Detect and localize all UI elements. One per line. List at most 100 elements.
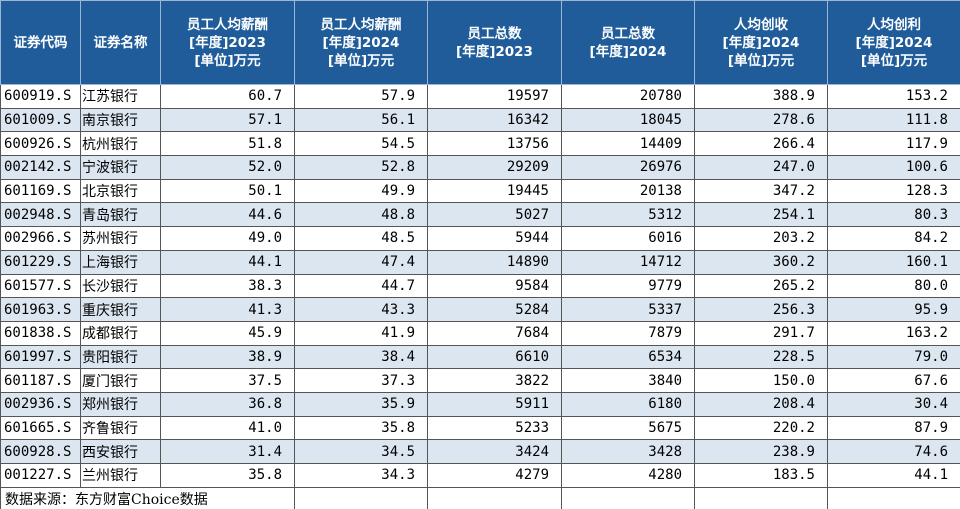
table-row: 002936.S 郑州银行 36.8 35.9 5911 6180 208.4 30.4 bbox=[0, 391, 960, 417]
number-cell: 37.5 bbox=[160, 368, 295, 393]
number-cell: 4279 bbox=[427, 463, 562, 488]
code-cell: 601169.S bbox=[0, 178, 81, 204]
number-cell: 220.2 bbox=[694, 415, 828, 441]
header-line: 员工人均薪酬 bbox=[320, 16, 402, 33]
number-cell: 38.3 bbox=[160, 273, 295, 299]
code-cell: 002936.S bbox=[0, 391, 81, 417]
table-body: 600919.S 江苏银行 60.7 57.9 19597 20780 388.9 153.2… bbox=[0, 84, 960, 509]
number-cell: 3840 bbox=[561, 368, 695, 393]
number-cell: 388.9 bbox=[694, 84, 828, 109]
number-cell: 14890 bbox=[427, 249, 562, 275]
number-cell: 48.8 bbox=[294, 202, 428, 228]
number-cell: 153.2 bbox=[827, 84, 960, 109]
number-cell: 5675 bbox=[561, 415, 695, 441]
code-cell: 600928.S bbox=[0, 439, 81, 464]
number-cell: 9779 bbox=[561, 273, 695, 299]
number-cell: 111.8 bbox=[827, 107, 960, 133]
header-cell: 员工人均薪酬 [年度]2024 [单位]万元 bbox=[294, 0, 428, 85]
table-row: 600919.S 江苏银行 60.7 57.9 19597 20780 388.9 153.2 bbox=[0, 84, 960, 109]
number-cell: 6610 bbox=[427, 344, 562, 370]
header-cell: 人均创收 [年度]2024 [单位]万元 bbox=[694, 0, 828, 85]
number-cell: 52.8 bbox=[294, 155, 428, 180]
code-cell: 002142.S bbox=[0, 155, 81, 180]
number-cell: 20780 bbox=[561, 84, 695, 109]
table-row: 601963.S 重庆银行 41.3 43.3 5284 5337 256.3 95.9 bbox=[0, 297, 960, 322]
number-cell: 48.5 bbox=[294, 226, 428, 251]
number-cell: 291.7 bbox=[694, 320, 828, 346]
table-row: 002948.S 青岛银行 44.6 48.8 5027 5312 254.1 80.3 bbox=[0, 202, 960, 228]
number-cell: 36.8 bbox=[160, 391, 295, 417]
header-cell: 员工总数 [年度]2023 bbox=[427, 0, 562, 85]
number-cell: 47.4 bbox=[294, 249, 428, 275]
number-cell: 41.3 bbox=[160, 297, 295, 322]
number-cell: 7879 bbox=[561, 320, 695, 346]
number-cell: 254.1 bbox=[694, 202, 828, 228]
number-cell: 41.9 bbox=[294, 320, 428, 346]
number-cell: 5337 bbox=[561, 297, 695, 322]
number-cell: 79.0 bbox=[827, 344, 960, 370]
number-cell: 160.1 bbox=[827, 249, 960, 275]
table-row: 601997.S 贵阳银行 38.9 38.4 6610 6534 228.5 79.0 bbox=[0, 344, 960, 370]
number-cell: 5284 bbox=[427, 297, 562, 322]
number-cell: 14409 bbox=[561, 131, 695, 157]
code-cell: 600926.S bbox=[0, 131, 81, 157]
table-row: 601577.S 长沙银行 38.3 44.7 9584 9779 265.2 80.0 bbox=[0, 273, 960, 299]
name-cell: 宁波银行 bbox=[80, 155, 161, 180]
table-row: 601838.S 成都银行 45.9 41.9 7684 7879 291.7 163.2 bbox=[0, 320, 960, 346]
number-cell: 35.8 bbox=[294, 415, 428, 441]
number-cell: 256.3 bbox=[694, 297, 828, 322]
header-cell: 员工总数 [年度]2024 bbox=[561, 0, 695, 85]
number-cell: 45.9 bbox=[160, 320, 295, 346]
table-row: 601229.S 上海银行 44.1 47.4 14890 14712 360.2 160.1 bbox=[0, 249, 960, 275]
header-line: 人均创收 bbox=[734, 16, 788, 33]
name-cell: 北京银行 bbox=[80, 178, 161, 204]
code-cell: 002948.S bbox=[0, 202, 81, 228]
header-cell: 员工人均薪酬 [年度]2023 [单位]万元 bbox=[160, 0, 295, 85]
header-line: [单位]万元 bbox=[327, 52, 395, 69]
table-row: 600928.S 西安银行 31.4 34.5 3424 3428 238.9 74.6 bbox=[0, 439, 960, 464]
number-cell: 19597 bbox=[427, 84, 562, 109]
number-cell: 60.7 bbox=[160, 84, 295, 109]
number-cell: 26976 bbox=[561, 155, 695, 180]
number-cell: 57.9 bbox=[294, 84, 428, 109]
header-line: [单位]万元 bbox=[727, 52, 795, 69]
empty-cell bbox=[694, 486, 828, 509]
table-row: 002142.S 宁波银行 52.0 52.8 29209 26976 247.0 100.6 bbox=[0, 155, 960, 180]
number-cell: 238.9 bbox=[694, 439, 828, 464]
number-cell: 128.3 bbox=[827, 178, 960, 204]
name-cell: 西安银行 bbox=[80, 439, 161, 464]
number-cell: 43.3 bbox=[294, 297, 428, 322]
header-line: [年度]2024 bbox=[855, 34, 933, 51]
number-cell: 34.3 bbox=[294, 463, 428, 488]
name-cell: 齐鲁银行 bbox=[80, 415, 161, 441]
code-cell: 600919.S bbox=[0, 84, 81, 109]
number-cell: 20138 bbox=[561, 178, 695, 204]
number-cell: 38.9 bbox=[160, 344, 295, 370]
number-cell: 49.9 bbox=[294, 178, 428, 204]
name-cell: 长沙银行 bbox=[80, 273, 161, 299]
number-cell: 150.0 bbox=[694, 368, 828, 393]
empty-cell bbox=[294, 486, 428, 509]
number-cell: 100.6 bbox=[827, 155, 960, 180]
code-cell: 601838.S bbox=[0, 320, 81, 346]
number-cell: 44.1 bbox=[827, 463, 960, 488]
number-cell: 84.2 bbox=[827, 226, 960, 251]
number-cell: 5911 bbox=[427, 391, 562, 417]
number-cell: 163.2 bbox=[827, 320, 960, 346]
empty-cell bbox=[427, 486, 562, 509]
name-cell: 青岛银行 bbox=[80, 202, 161, 228]
number-cell: 4280 bbox=[561, 463, 695, 488]
number-cell: 19445 bbox=[427, 178, 562, 204]
number-cell: 278.6 bbox=[694, 107, 828, 133]
code-cell: 002966.S bbox=[0, 226, 81, 251]
header-line: [单位]万元 bbox=[194, 52, 261, 69]
number-cell: 3424 bbox=[427, 439, 562, 464]
table-row: 600926.S 杭州银行 51.8 54.5 13756 14409 266.4 117.9 bbox=[0, 131, 960, 157]
number-cell: 34.5 bbox=[294, 439, 428, 464]
code-cell: 001227.S bbox=[0, 463, 81, 488]
number-cell: 95.9 bbox=[827, 297, 960, 322]
code-cell: 601009.S bbox=[0, 107, 81, 133]
number-cell: 31.4 bbox=[160, 439, 295, 464]
code-cell: 601963.S bbox=[0, 297, 81, 322]
number-cell: 51.8 bbox=[160, 131, 295, 157]
